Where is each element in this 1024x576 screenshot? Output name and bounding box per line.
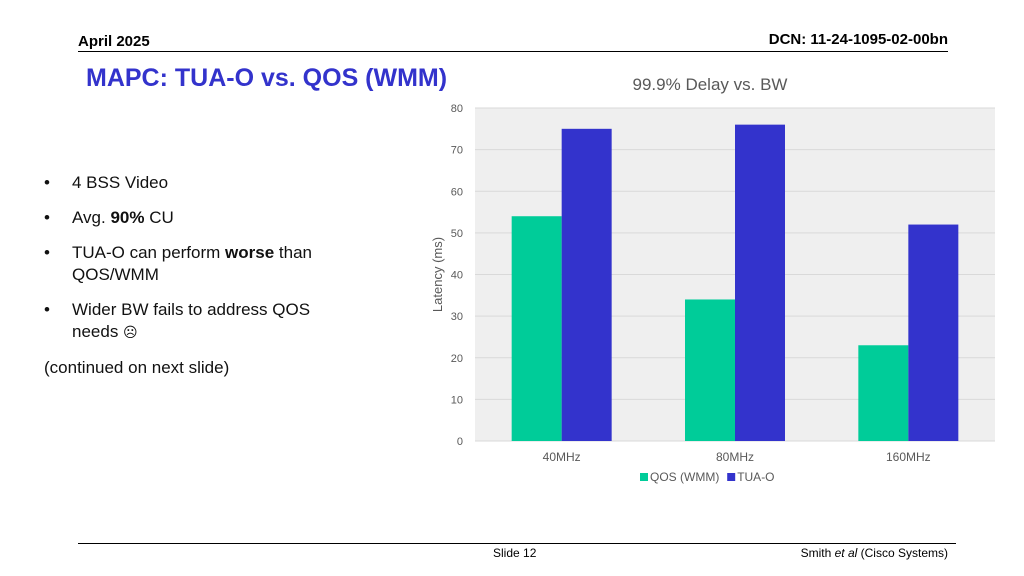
- bar-qos-wmm: [858, 345, 909, 441]
- legend-swatch: [640, 473, 648, 481]
- slide-number: Slide 12: [493, 546, 537, 560]
- author-credit: Smith et al (Cisco Systems): [801, 546, 948, 560]
- y-axis-label: Latency (ms): [430, 237, 445, 312]
- bullet-text-part: Wider BW fails to address QOS needs: [72, 300, 311, 341]
- bar-tua-o: [561, 128, 612, 441]
- header-date: April 2025: [78, 33, 150, 50]
- x-tick-label: 80MHz: [716, 450, 754, 464]
- continued-note: (continued on next slide): [44, 358, 230, 377]
- y-tick-label: 70: [451, 145, 463, 157]
- bar-tua-o: [735, 124, 785, 442]
- author-name: Smith: [800, 546, 835, 560]
- frown-face-icon: ☹: [123, 325, 138, 341]
- bullet-text-part: than QOS/WMM: [72, 243, 312, 284]
- footer-divider: [78, 543, 956, 544]
- slide-title: MAPC: TUA-O vs. QOS (WMM): [86, 64, 448, 92]
- author-etal: et al: [834, 546, 858, 560]
- bullet-text-part: Avg.: [72, 208, 111, 227]
- x-tick-label: 160MHz: [886, 450, 931, 464]
- bullet-marker: •: [44, 173, 50, 192]
- chart-title: 99.9% Delay vs. BW: [633, 75, 788, 94]
- y-tick-label: 30: [451, 311, 463, 323]
- bar-qos-wmm: [511, 216, 562, 441]
- y-tick-label: 60: [451, 186, 463, 198]
- bullet-items: • 4 BSS Video • Avg. 90% CU • TUA-O can perfo…: [44, 172, 364, 344]
- y-tick-label: 80: [451, 103, 463, 115]
- y-tick-label: 0: [457, 436, 463, 448]
- y-tick-label: 10: [451, 394, 463, 406]
- y-tick-label: 50: [451, 228, 463, 240]
- header-dcn: DCN: 11-24-1095-02-00bn: [768, 31, 948, 48]
- delay-bar-chart: 99.9% Delay vs. BW 0 10 20 30 40 50 60 70 80 Laten…: [430, 75, 995, 484]
- bullet-text: TUA-O can perform worse than QOS/WMM: [72, 242, 312, 286]
- bullet-text: 4 BSS Video: [72, 172, 168, 194]
- y-tick-label: 20: [451, 353, 463, 365]
- legend-swatch: [727, 473, 736, 481]
- bullet-text: Avg. 90% CU: [72, 207, 174, 229]
- header-divider: [78, 51, 948, 52]
- legend-label: TUA-O: [737, 470, 774, 484]
- bullet-text: Wider BW fails to address QOS needs ☹: [72, 299, 322, 344]
- author-org: (Cisco Systems): [857, 546, 948, 560]
- bullet-list: • 4 BSS Video • Avg. 90% CU • TUA-O can perfo…: [44, 172, 364, 379]
- bullet-item: • Wider BW fails to address QOS needs ☹: [44, 299, 364, 344]
- bullet-marker: •: [44, 300, 50, 319]
- x-tick-label: 40MHz: [543, 450, 581, 464]
- bullet-bold-text: 90%: [110, 208, 145, 227]
- bar-tua-o: [908, 224, 959, 441]
- bullet-text-part: TUA-O can perform: [72, 243, 226, 262]
- legend-label: QOS (WMM): [650, 470, 719, 484]
- bar-qos-wmm: [685, 299, 735, 441]
- y-tick-label: 40: [451, 270, 463, 282]
- bullet-bold-text: worse: [225, 243, 275, 262]
- bullet-marker: •: [44, 208, 50, 227]
- bullet-marker: •: [44, 243, 50, 262]
- bullet-item: • TUA-O can perform worse than QOS/WMM: [44, 242, 364, 286]
- bullet-item: • Avg. 90% CU: [44, 207, 364, 229]
- bullet-item: • 4 BSS Video: [44, 172, 364, 194]
- bullet-text-part: 4 BSS Video: [72, 173, 169, 192]
- bullet-text-part: CU: [144, 208, 174, 227]
